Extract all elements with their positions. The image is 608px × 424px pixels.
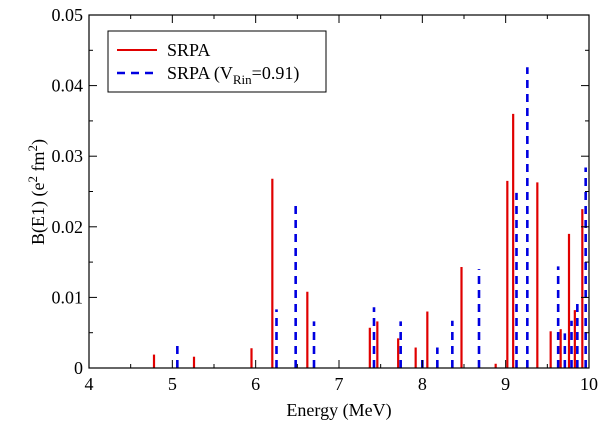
axis-ticks: 4 5 6 7 8 9 10 0 0.01 0.02 0.03 0.04 0.05 [52, 5, 599, 394]
x-tick-label: 9 [501, 374, 510, 394]
legend-box [107, 30, 327, 93]
y-tick-label: 0.05 [52, 5, 84, 25]
legend-label-srpa: SRPA [167, 40, 210, 60]
x-axis-label: Energy (MeV) [286, 400, 391, 421]
x-tick-label: 10 [580, 374, 598, 394]
y-tick-label: 0.04 [52, 76, 84, 96]
x-tick-label: 8 [418, 374, 427, 394]
x-tick-label: 7 [335, 374, 344, 394]
bars-layer [152, 67, 587, 368]
legend-label-srpa-vrin: SRPA (VRin=0.91) [167, 63, 299, 87]
x-tick-label: 6 [251, 374, 260, 394]
legend: SRPA SRPA (VRin=0.91) [107, 30, 327, 93]
x-tick-label: 5 [168, 374, 177, 394]
series-srpa [152, 113, 584, 368]
x-tick-label: 4 [85, 374, 94, 394]
y-tick-label: 0.03 [52, 146, 84, 166]
y-tick-label: 0.02 [52, 217, 84, 237]
y-tick-label: 0.01 [52, 287, 84, 307]
y-tick-label: 0 [74, 358, 83, 378]
series-srpa-vrin [176, 67, 587, 368]
y-axis-label: B(E1) (e2 fm2) [25, 139, 49, 245]
